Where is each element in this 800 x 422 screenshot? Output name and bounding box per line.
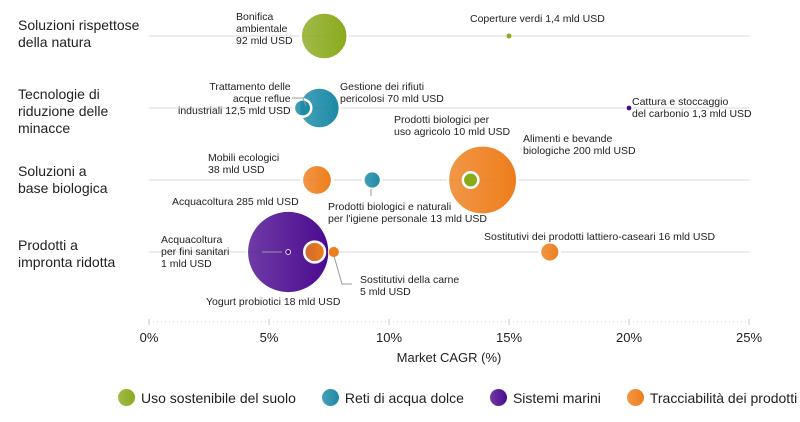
bubble-8 bbox=[362, 169, 383, 191]
bubble-13 bbox=[538, 240, 561, 264]
legend-label: Uso sostenibile del suolo bbox=[141, 389, 296, 406]
category-label-line: della natura bbox=[18, 34, 92, 50]
bubble-label-line: Alimenti e bevande bbox=[523, 133, 613, 145]
legend-item-1: Reti di acqua dolce bbox=[321, 389, 464, 406]
bubble-label-10: Acquacoltura per fini sanitari 1 mld USD bbox=[161, 234, 229, 270]
bubble-label-line: per l'igiene personale 13 mld USD bbox=[328, 213, 488, 225]
bubble-label-line: Sostitutivi dei prodotti lattiero-casear… bbox=[484, 231, 716, 243]
category-label-1: Tecnologie di riduzione delle minacce bbox=[18, 86, 108, 137]
legend-item-2: Sistemi marini bbox=[489, 389, 601, 406]
bubble-label-line: 1 mld USD bbox=[161, 258, 212, 270]
x-tick-label-5: 25% bbox=[735, 330, 763, 345]
bubble-label-line: Acquacoltura 285 mld USD bbox=[172, 196, 299, 208]
category-label-2: Soluzioni a base biologica bbox=[18, 163, 108, 197]
bubble-label-line: Yogurt probiotici 18 mld USD bbox=[206, 296, 341, 308]
legend-swatch-icon bbox=[626, 389, 644, 406]
bubble-3 bbox=[292, 98, 313, 118]
bubble-label-line: 38 mld USD bbox=[208, 164, 265, 176]
legend-item-3: Tracciabilità dei prodotti bbox=[626, 389, 798, 406]
bubble-4 bbox=[625, 104, 633, 112]
legend-swatch-icon bbox=[321, 389, 339, 406]
bubble-label-3: Trattamento delle acque reflue industriali… bbox=[178, 81, 291, 117]
x-tick-label-0: 0% bbox=[139, 330, 159, 345]
bubble-label-line: Coperture verdi 1,4 mld USD bbox=[470, 13, 605, 25]
bubble-label-line: Cattura e stoccaggio bbox=[632, 96, 729, 108]
category-label-line: minacce bbox=[18, 120, 71, 136]
bubble-label-12: Sostitutivi della carne 5 mld USD bbox=[360, 274, 459, 298]
bubble-label-5: Alimenti e bevande biologiche 200 mld USD bbox=[523, 133, 636, 157]
bubble-label-line: Trattamento delle bbox=[209, 81, 291, 93]
bubble-label-line: Mobili ecologici bbox=[208, 152, 280, 164]
bubble-10 bbox=[285, 249, 292, 255]
bubble-label-line: Gestione dei rifiuti bbox=[340, 81, 425, 93]
legend-label: Tracciabilità dei prodotti bbox=[649, 389, 798, 406]
bubble-label-13: Sostitutivi dei prodotti lattiero-casear… bbox=[484, 231, 715, 243]
bubble-7 bbox=[300, 163, 334, 197]
category-label-line: Soluzioni rispettose bbox=[18, 17, 140, 33]
category-label-line: Soluzioni a bbox=[18, 163, 87, 179]
bubble-label-1: Coperture verdi 1,4 mld USD bbox=[470, 13, 605, 25]
x-tick-label-1: 5% bbox=[259, 330, 279, 345]
bubble-label-line: ambientale bbox=[236, 23, 288, 35]
bubble-label-line: pericolosi 70 mld USD bbox=[340, 93, 444, 105]
category-label-0: Soluzioni rispettose della natura bbox=[18, 17, 139, 51]
x-tick-label-3: 15% bbox=[495, 330, 523, 345]
bubble-label-line: 5 mld USD bbox=[360, 286, 411, 298]
category-label-line: base biologica bbox=[18, 180, 108, 196]
bubble-label-line: uso agricolo 10 mld USD bbox=[394, 126, 511, 138]
bubble-11 bbox=[302, 240, 327, 264]
legend-label: Reti di acqua dolce bbox=[344, 389, 464, 406]
bubble-label-0: Bonifica ambientale 92 mld USD bbox=[236, 11, 293, 47]
bubble-label-9: Acquacoltura 285 mld USD bbox=[172, 196, 299, 208]
bubble-5 bbox=[446, 144, 519, 216]
category-label-3: Prodotti a impronta ridotta bbox=[18, 237, 115, 271]
bubble-label-line: Prodotti biologici e naturali bbox=[328, 201, 452, 213]
bubble-label-line: Prodotti biologici per bbox=[394, 114, 490, 126]
leader-line-3 bbox=[292, 97, 307, 107]
bubble-label-6: Prodotti biologici per uso agricolo 10 ml… bbox=[394, 114, 510, 138]
bubble-label-4: Cattura e stoccaggio del carbonio 1,3 mld… bbox=[632, 96, 752, 120]
bubble-6 bbox=[461, 171, 480, 189]
bubble-label-line: industriali 12,5 mld USD bbox=[178, 105, 291, 117]
bubble-label-line: del carbonio 1,3 mld USD bbox=[632, 108, 752, 120]
x-axis-title: Market CAGR (%) bbox=[396, 350, 502, 365]
bubble-label-11: Yogurt probiotici 18 mld USD bbox=[206, 296, 340, 308]
bubble-label-line: Acquacoltura bbox=[161, 234, 223, 246]
bubble-label-2: Gestione dei rifiuti pericolosi 70 mld US… bbox=[340, 81, 444, 105]
bubble-label-line: Sostitutivi della carne bbox=[360, 274, 460, 286]
bubble-label-line: acque reflue bbox=[232, 93, 291, 105]
bubble-12 bbox=[327, 246, 340, 258]
bubble-label-line: 92 mld USD bbox=[236, 35, 293, 47]
legend-swatch-icon bbox=[118, 389, 135, 406]
bubble-1 bbox=[505, 32, 513, 40]
legend-swatch-icon bbox=[489, 389, 507, 406]
bubble-0 bbox=[299, 11, 349, 61]
bubble-label-line: per fini sanitari bbox=[161, 246, 230, 258]
legend-label: Sistemi marini bbox=[512, 389, 601, 406]
bubble-label-line: Bonifica bbox=[236, 11, 274, 23]
bubble-label-7: Mobili ecologici 38 mld USD bbox=[208, 152, 279, 176]
category-label-line: Tecnologie di bbox=[18, 86, 100, 102]
category-label-line: riduzione delle bbox=[18, 103, 109, 119]
x-tick-label-4: 20% bbox=[615, 330, 643, 345]
legend: Uso sostenibile del suolo Reti di acqua d… bbox=[118, 389, 797, 406]
leader-line-12 bbox=[333, 255, 352, 285]
bubble-label-line: biologiche 200 mld USD bbox=[523, 145, 636, 157]
legend-item-0: Uso sostenibile del suolo bbox=[118, 389, 296, 406]
bubble-label-8: Prodotti biologici e naturali per l'igien… bbox=[328, 201, 487, 225]
category-label-line: impronta ridotta bbox=[18, 254, 116, 270]
category-label-line: Prodotti a bbox=[18, 237, 78, 253]
x-tick-label-2: 10% bbox=[375, 330, 403, 345]
